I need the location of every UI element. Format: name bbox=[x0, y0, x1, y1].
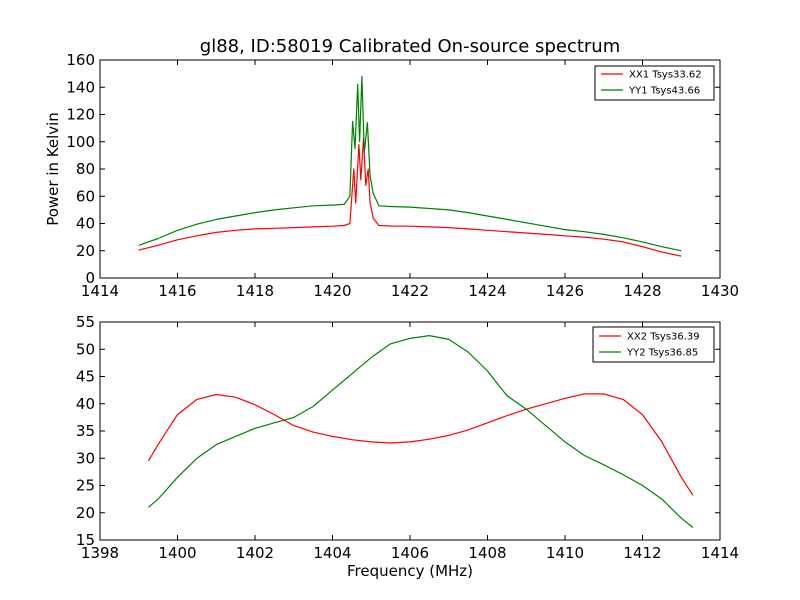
y-tick-label: 80 bbox=[76, 160, 95, 178]
top-legend: XX1 Tsys33.62 YY1 Tsys43.66 bbox=[594, 65, 715, 101]
y-tick-label: 55 bbox=[76, 313, 95, 331]
y-tick-label: 40 bbox=[76, 395, 95, 413]
x-tick-label: 1416 bbox=[158, 282, 196, 300]
x-tick-label: 1426 bbox=[546, 282, 584, 300]
top-series-group bbox=[138, 75, 682, 257]
chart-title: gl88, ID:58019 Calibrated On-source spec… bbox=[200, 36, 620, 57]
x-tick-label: 1406 bbox=[391, 544, 429, 562]
x-tick-label: 1420 bbox=[313, 282, 351, 300]
y-axis-label: Power in Kelvin bbox=[44, 112, 62, 226]
y-tick-label: 35 bbox=[76, 422, 95, 440]
bottom-series-group bbox=[147, 335, 694, 528]
top-plot-panel: gl88, ID:58019 Calibrated On-source spec… bbox=[44, 36, 739, 300]
y-tick-label: 0 bbox=[85, 269, 95, 287]
x-tick-label: 1410 bbox=[546, 544, 584, 562]
x-tick-label: 1418 bbox=[236, 282, 274, 300]
bottom-legend: XX2 Tsys36.39 YY2 Tsys36.85 bbox=[592, 326, 715, 363]
y-tick-label: 25 bbox=[76, 477, 95, 495]
legend-label-yy1: YY1 Tsys43.66 bbox=[628, 86, 700, 97]
series-line-xx1 bbox=[138, 137, 682, 257]
y-tick-label: 60 bbox=[76, 187, 95, 205]
legend-label-xx1: XX1 Tsys33.62 bbox=[629, 70, 702, 81]
x-tick-label: 1402 bbox=[236, 544, 274, 562]
x-tick-label: 1414 bbox=[81, 282, 119, 300]
x-axis-label: Frequency (MHz) bbox=[347, 562, 473, 580]
y-tick-label: 15 bbox=[76, 531, 95, 549]
x-tick-label: 1408 bbox=[468, 544, 506, 562]
series-line-yy2 bbox=[148, 335, 694, 528]
y-tick-label: 100 bbox=[66, 133, 95, 151]
y-tick-label: 45 bbox=[76, 368, 95, 386]
x-tick-label: 1430 bbox=[701, 282, 739, 300]
x-tick-label: 1414 bbox=[701, 544, 739, 562]
y-tick-label: 20 bbox=[76, 504, 95, 522]
y-tick-label: 50 bbox=[76, 340, 95, 358]
legend-label-xx2: XX2 Tsys36.39 bbox=[627, 332, 700, 343]
legend-label-yy2: YY2 Tsys36.85 bbox=[626, 348, 698, 359]
x-tick-label: 1424 bbox=[468, 282, 506, 300]
bottom-plot-panel: 1398 1400 1402 1404 1406 1408 1410 1412 1414 15 20… bbox=[76, 313, 739, 580]
y-tick-label: 20 bbox=[76, 242, 95, 260]
y-tick-label: 40 bbox=[76, 215, 95, 233]
legend-box bbox=[592, 326, 715, 363]
y-tick-label: 140 bbox=[66, 78, 95, 96]
top-axis-ticks: 1414 1416 1418 1420 1422 1424 1426 1428 1430 0 20 4… bbox=[66, 51, 739, 300]
series-line-xx2 bbox=[147, 393, 694, 496]
y-tick-label: 120 bbox=[66, 106, 95, 124]
series-line-yy1 bbox=[138, 75, 682, 252]
x-tick-label: 1404 bbox=[313, 544, 351, 562]
x-tick-label: 1422 bbox=[391, 282, 429, 300]
x-tick-label: 1398 bbox=[81, 544, 119, 562]
x-tick-label: 1400 bbox=[158, 544, 196, 562]
x-tick-label: 1428 bbox=[623, 282, 661, 300]
y-tick-label: 160 bbox=[66, 51, 95, 69]
bottom-axis-ticks: 1398 1400 1402 1404 1406 1408 1410 1412 1414 15 20… bbox=[76, 313, 739, 562]
y-tick-label: 30 bbox=[76, 449, 95, 467]
legend-box bbox=[594, 65, 715, 101]
x-tick-label: 1412 bbox=[623, 544, 661, 562]
